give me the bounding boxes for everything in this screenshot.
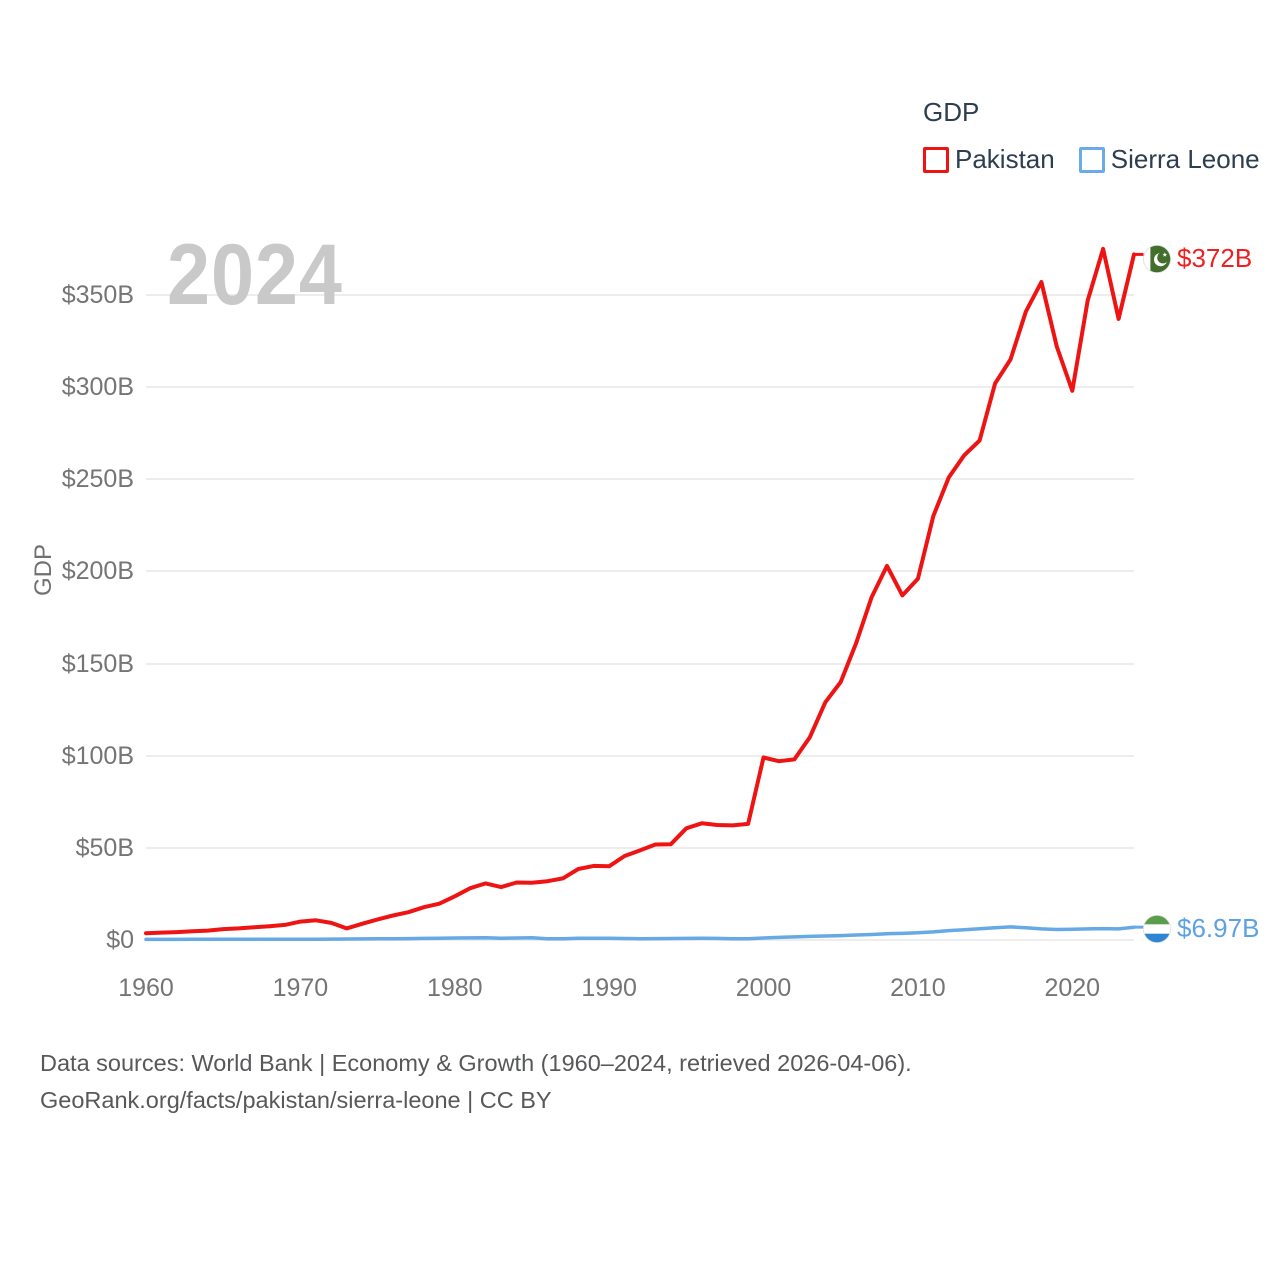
- legend: GDP Pakistan Sierra Leone: [923, 97, 1260, 175]
- legend-item-pakistan[interactable]: Pakistan: [923, 144, 1055, 175]
- legend-label-sierra-leone: Sierra Leone: [1110, 144, 1260, 174]
- pakistan-flag-icon: [1143, 244, 1171, 273]
- legend-label-pakistan: Pakistan: [955, 144, 1055, 174]
- y-tick-label: $100B: [61, 741, 134, 770]
- pakistan-end-value: $372B: [1177, 243, 1253, 273]
- sierra-leone-line: [144, 925, 1136, 942]
- x-tick-label: 2020: [1044, 974, 1101, 1002]
- sierra-leone-end-value: $6.97B: [1177, 913, 1260, 943]
- end-label-pakistan: $372B: [1143, 243, 1252, 274]
- y-tick-label: $200B: [61, 557, 134, 586]
- gridline-250: [146, 478, 1134, 481]
- x-tick-label: 1970: [272, 974, 329, 1002]
- y-tick-label: $250B: [61, 465, 134, 494]
- x-tick-label: 1980: [426, 974, 483, 1002]
- y-tick-label: $350B: [61, 280, 134, 309]
- y-tick-label: $150B: [61, 649, 134, 678]
- sierra-leone-flag-icon: [1143, 914, 1171, 943]
- footer-line-2: GeoRank.org/facts/pakistan/sierra-leone …: [40, 1087, 552, 1113]
- legend-title: GDP: [923, 97, 980, 127]
- y-tick-label: $300B: [61, 373, 134, 402]
- legend-row: Pakistan Sierra Leone: [923, 144, 1260, 175]
- y-tick-label: $0: [106, 926, 134, 954]
- gridline-100: [146, 754, 1134, 757]
- sierra-leone-swatch-icon: [1078, 146, 1105, 173]
- end-label-sierra-leone: $6.97B: [1143, 913, 1259, 944]
- y-tick-label: $50B: [75, 833, 134, 862]
- pakistan-line: [144, 246, 1136, 936]
- footer-line-1: Data sources: World Bank | Economy & Gro…: [40, 1050, 912, 1076]
- gridline-300: [146, 386, 1134, 389]
- x-tick-label: 2010: [890, 974, 946, 1002]
- x-tick-label: 1990: [581, 974, 637, 1002]
- x-tick-label: 2000: [735, 974, 792, 1002]
- legend-item-sierra-leone[interactable]: Sierra Leone: [1078, 144, 1260, 175]
- x-tick-label: 1960: [118, 974, 174, 1002]
- gridline-0: [146, 939, 1134, 941]
- watermark-year: 2024: [167, 227, 343, 323]
- gridline-50: [146, 846, 1134, 849]
- gridline-150: [146, 662, 1134, 665]
- data-sources-footer: Data sources: World Bank | Economy & Gro…: [40, 1045, 912, 1119]
- pakistan-swatch-icon: [923, 146, 949, 173]
- gridline-200: [146, 570, 1134, 573]
